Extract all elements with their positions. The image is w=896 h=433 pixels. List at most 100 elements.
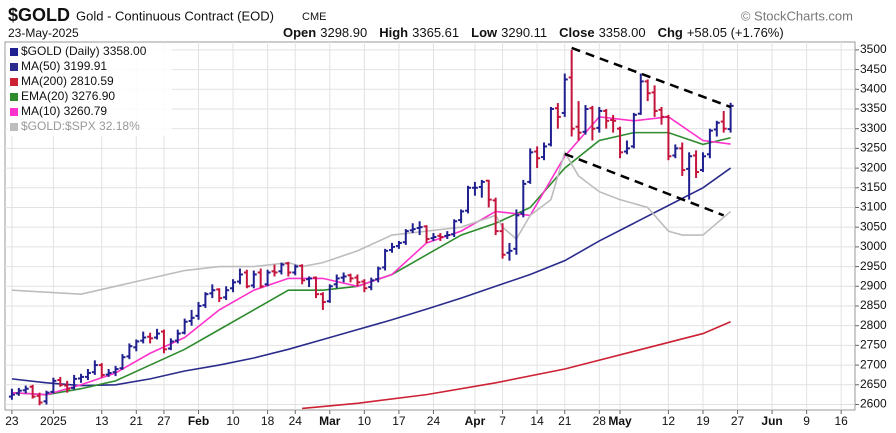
ohlc-bar	[706, 128, 713, 159]
summary-label: Open	[283, 25, 316, 40]
ohlc-bar	[22, 385, 29, 394]
ohlc-bar	[8, 388, 15, 400]
ohlc-bar	[603, 108, 610, 129]
ohlc-bar	[264, 269, 271, 287]
legend-swatch	[10, 48, 18, 56]
ohlc-bar	[458, 209, 465, 224]
ohlc-bar	[651, 85, 658, 117]
ohlc-bar	[444, 231, 451, 240]
ohlc-bar	[610, 114, 617, 133]
ohlc-bar	[285, 261, 292, 277]
y-tick-label: 2600	[860, 397, 887, 411]
x-tick-label: 27	[157, 414, 171, 428]
ohlc-bar	[126, 343, 133, 360]
ohlc-bar	[534, 146, 541, 169]
x-tick-label: 18	[261, 414, 275, 428]
legend-box	[7, 44, 172, 136]
ma-line	[11, 116, 731, 396]
ohlc-bar	[686, 152, 693, 200]
ohlc-bar	[679, 142, 686, 176]
ohlc-bar	[499, 223, 506, 259]
x-tick-label: 27	[731, 414, 745, 428]
ohlc-bar	[437, 233, 444, 241]
y-tick-label: 3200	[860, 160, 887, 174]
legend-label: MA(10) 3260.79	[21, 104, 107, 118]
ohlc-bar	[416, 221, 423, 236]
plot: 2600 2650 2700 2750 2800 2850 2900 2950 3000 3050…	[4, 41, 887, 428]
ohlc-bar	[430, 233, 437, 241]
ohlc-bar	[278, 262, 285, 275]
ohlc-bar	[354, 274, 361, 287]
ohlc-bar	[561, 73, 568, 117]
summary-value: 3290.11	[501, 25, 547, 40]
legend-swatch	[10, 93, 18, 101]
ohlc-bar	[271, 264, 278, 277]
ohlc-bar	[306, 276, 313, 288]
ohlc-bar	[727, 102, 734, 133]
ohlc-bar	[368, 277, 375, 291]
legend-label: EMA(20) 3276.90	[21, 89, 115, 103]
summary-label: Chg	[658, 25, 683, 40]
legend-swatch	[10, 108, 18, 116]
x-tick-label: Jun	[761, 414, 782, 428]
x-tick-label: 14	[530, 414, 544, 428]
summary-value: +58.05 (+1.76%)	[687, 25, 784, 40]
ohlc-bar	[160, 329, 167, 354]
ohlc-bar	[209, 284, 216, 299]
ohlc-bar	[57, 376, 64, 387]
ohlc-bar	[64, 380, 71, 393]
ohlc-bar	[575, 101, 582, 141]
ohlc-bar	[485, 179, 492, 208]
ohlc-bar	[382, 248, 389, 271]
x-tick-label: 28	[593, 414, 607, 428]
summary: Open 3298.90 High 3365.61 Low 3290.11 Close 335…	[283, 25, 784, 40]
ohlc-bar	[637, 73, 644, 115]
ohlc-bar	[312, 276, 319, 299]
ohlc-bar	[333, 274, 340, 289]
ohlc-bar	[347, 273, 354, 283]
ohlc-bar	[15, 387, 22, 396]
summary-value: 3365.61	[412, 25, 459, 40]
ohlc-bar	[471, 181, 478, 196]
legend-swatch	[10, 63, 18, 71]
ohlc-bar	[547, 107, 554, 147]
x-tick-label: 13	[95, 414, 109, 428]
ohlc-bar	[50, 377, 57, 394]
legend-swatch	[10, 78, 18, 86]
ohlc-bar	[223, 286, 230, 301]
ohlc-bar	[630, 112, 637, 149]
x-tick-label: 10	[226, 414, 240, 428]
ohlc-bar	[527, 148, 534, 184]
summary-value: 3298.90	[320, 25, 367, 40]
ohlc-bar	[112, 365, 119, 377]
ohlc-bar	[589, 105, 596, 141]
x-tick-label: 10	[358, 414, 372, 428]
y-tick-label: 3500	[860, 42, 887, 56]
summary-label: Close	[559, 25, 594, 40]
ohlc-bar	[91, 360, 98, 375]
y-tick-label: 3050	[860, 219, 887, 233]
y-tick-label: 2700	[860, 357, 887, 371]
series-layer	[8, 46, 734, 410]
x-tick-label: Feb	[188, 414, 209, 428]
y-tick-label: 2650	[860, 377, 887, 391]
ohlc-bar	[451, 219, 458, 238]
chart-subtitle: Gold - Continuous Contract (EOD)	[76, 8, 274, 23]
ohlc-bar	[43, 390, 50, 405]
ohlc-bar	[36, 392, 43, 406]
ohlc-bar	[506, 242, 513, 261]
summary-label: High	[379, 25, 408, 40]
ohlc-bar	[388, 242, 395, 253]
ohlc-bar	[167, 338, 174, 351]
x-tick-label: 19	[696, 414, 710, 428]
ohlc-bar	[84, 369, 91, 381]
ohlc-bar	[181, 318, 188, 335]
ohlc-bar	[672, 144, 679, 159]
ohlc-bar	[596, 107, 603, 133]
ohlc-bar	[326, 284, 333, 303]
ma-line	[302, 321, 731, 410]
x-tick-label: 7	[499, 414, 506, 428]
ma-line	[11, 167, 732, 387]
ohlc-bar	[665, 114, 672, 161]
